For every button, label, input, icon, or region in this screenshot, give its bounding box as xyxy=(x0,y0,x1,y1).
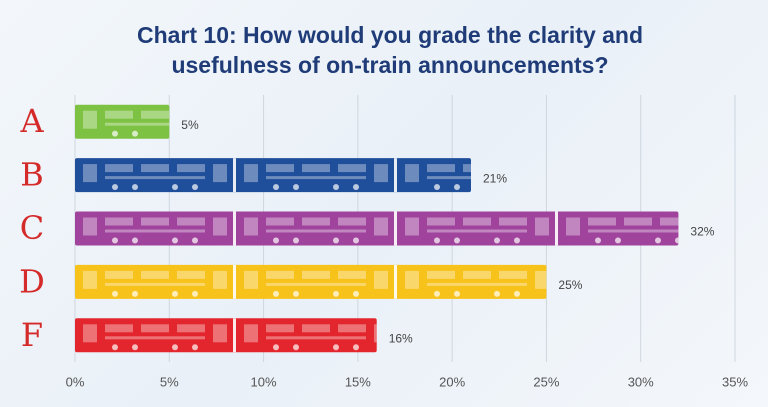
x-tick-label: 20% xyxy=(439,374,465,389)
y-tick-label: A xyxy=(19,102,44,140)
value-label: 32% xyxy=(690,225,714,239)
bar xyxy=(75,104,170,139)
x-tick-label: 15% xyxy=(345,374,371,389)
bar xyxy=(75,318,377,353)
x-tick-label: 25% xyxy=(533,374,559,389)
y-tick-label: F xyxy=(21,316,43,354)
x-tick-label: 35% xyxy=(722,374,748,389)
y-tick-label: C xyxy=(20,209,44,247)
value-label: 21% xyxy=(483,171,507,185)
y-tick-label: B xyxy=(20,156,44,194)
x-tick-label: 5% xyxy=(160,374,179,389)
chart-title: Chart 10: How would you grade the clarit… xyxy=(136,22,644,78)
x-tick-label: 30% xyxy=(628,374,654,389)
bar xyxy=(75,211,679,246)
bar xyxy=(75,158,471,193)
value-label: 16% xyxy=(389,331,413,345)
value-label: 25% xyxy=(558,278,582,292)
x-tick-label: 0% xyxy=(66,374,85,389)
y-tick-label: D xyxy=(19,262,45,300)
value-label: 5% xyxy=(181,118,199,132)
x-tick-label: 10% xyxy=(251,374,277,389)
bar xyxy=(75,264,547,299)
